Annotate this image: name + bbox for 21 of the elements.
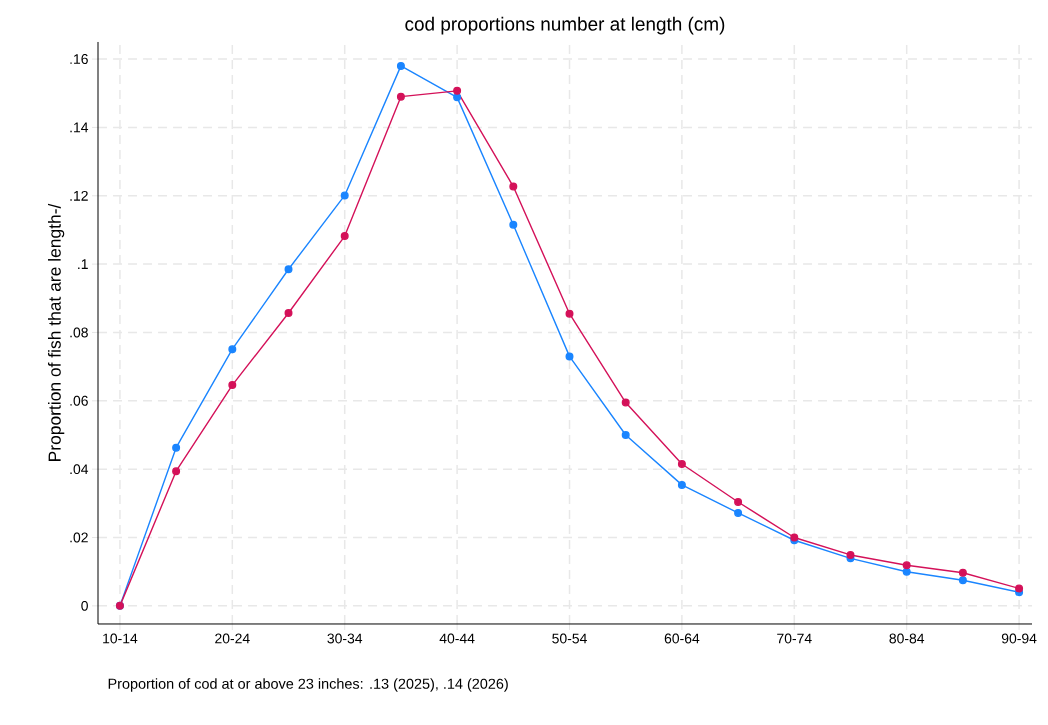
y-tick-label: .1 xyxy=(78,259,88,269)
x-tick-label: 10-14 xyxy=(103,633,138,644)
x-tick-label: 20-24 xyxy=(215,633,250,644)
y-tick-label: 0 xyxy=(81,600,88,611)
x-tick-label: 90-94 xyxy=(1001,633,1037,644)
y-tick-label: .06 xyxy=(70,395,88,406)
chart-title: cod proportions number at length (cm) xyxy=(405,16,725,35)
x-tick-label: 70-74 xyxy=(777,633,812,644)
x-tick-label: 60-64 xyxy=(664,633,700,644)
y-tick-label: .02 xyxy=(70,532,88,543)
y-tick-label: .16 xyxy=(70,54,88,65)
x-tick-label: 40-44 xyxy=(439,633,475,644)
y-tick-label: .08 xyxy=(70,327,88,338)
y-tick-label: .14 xyxy=(70,122,89,133)
x-tick-label: 30-34 xyxy=(327,633,363,644)
x-tick-label: 50-54 xyxy=(552,633,587,644)
y-tick-label: .12 xyxy=(70,190,88,201)
y-axis-title: Proportion of fish that are length-/ xyxy=(48,203,65,461)
x-tick-label: 80-84 xyxy=(889,633,925,644)
y-tick-label: .04 xyxy=(70,464,89,475)
text: Proportion of cod at or above 23 inches: .13 (2025), .14 (2026) xyxy=(108,678,508,692)
